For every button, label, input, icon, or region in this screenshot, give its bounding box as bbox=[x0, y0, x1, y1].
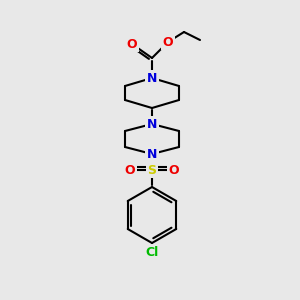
Text: N: N bbox=[147, 118, 157, 130]
Text: O: O bbox=[163, 35, 173, 49]
Text: S: S bbox=[148, 164, 157, 176]
Text: O: O bbox=[125, 164, 135, 176]
Text: N: N bbox=[147, 71, 157, 85]
Text: O: O bbox=[169, 164, 179, 176]
Text: Cl: Cl bbox=[146, 247, 159, 260]
Text: O: O bbox=[127, 38, 137, 50]
Text: N: N bbox=[147, 148, 157, 160]
